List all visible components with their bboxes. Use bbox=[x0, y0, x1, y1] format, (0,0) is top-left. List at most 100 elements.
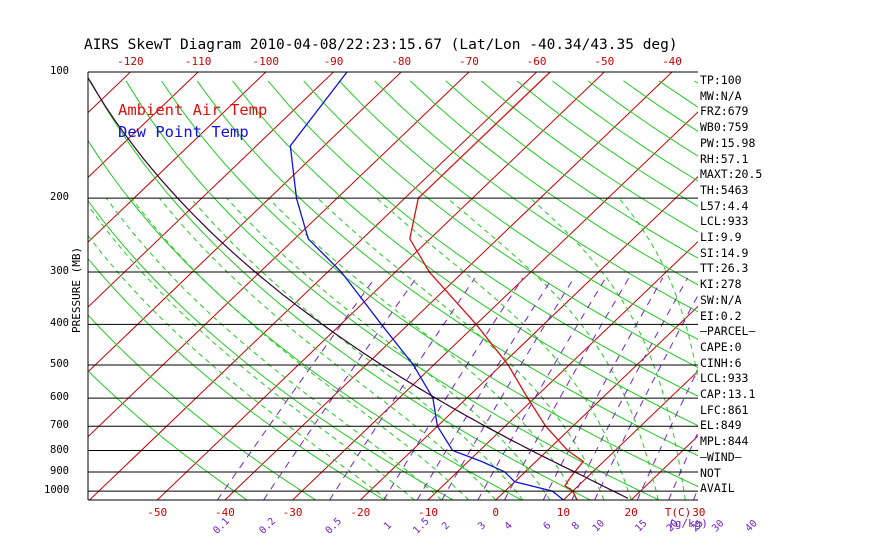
mixing-ratio-tick-label: 3 bbox=[476, 520, 488, 532]
stability-index-row: TH:5463 bbox=[700, 182, 749, 197]
isotherm-line bbox=[359, 176, 698, 500]
bottom-temp-tick-label: -30 bbox=[283, 506, 303, 519]
moist-adiabat-line bbox=[88, 234, 388, 500]
moist-adiabat-line bbox=[159, 197, 497, 500]
dry-adiabat-line bbox=[374, 80, 698, 313]
mixing-ratio-tick-label: 0.5 bbox=[324, 516, 345, 537]
stability-index-row: WB0:759 bbox=[700, 120, 749, 135]
mixing-ratio-line bbox=[542, 277, 664, 500]
stability-index-row: SI:14.9 bbox=[700, 245, 749, 260]
top-temp-tick-label: -70 bbox=[459, 55, 479, 68]
dry-adiabat-line bbox=[232, 80, 698, 427]
moist-adiabat-line bbox=[226, 197, 551, 500]
dry-adiabat-line bbox=[303, 80, 698, 369]
isotherm-line bbox=[0, 72, 63, 500]
dry-adiabat-line bbox=[196, 80, 698, 457]
top-temp-tick-label: -40 bbox=[662, 55, 682, 68]
mixing-ratio-tick-label: 0.1 bbox=[211, 516, 232, 537]
stability-index-row: L57:4.4 bbox=[700, 198, 749, 213]
bottom-temp-tick-label: 30 bbox=[692, 506, 705, 519]
pressure-tick-label: 400 bbox=[50, 317, 69, 330]
moist-adiabat-line bbox=[105, 197, 442, 500]
isotherm-line bbox=[88, 72, 470, 438]
moist-adiabat-line bbox=[268, 197, 578, 500]
background-lines bbox=[0, 72, 870, 500]
bottom-temp-tick-label: 0 bbox=[492, 506, 499, 519]
pressure-tick-label: 1000 bbox=[44, 484, 70, 497]
stability-index-row: RH:57.1 bbox=[700, 151, 749, 166]
mixing-ratio-line bbox=[441, 277, 575, 500]
temp-unit-label: T(C) bbox=[665, 506, 692, 519]
dry-adiabat-line bbox=[338, 80, 698, 340]
moist-adiabat-line bbox=[88, 204, 415, 500]
isotherm-line bbox=[427, 240, 698, 500]
mixing-ratio-tick-label: 15 bbox=[633, 518, 649, 534]
stability-index-row: TP:100 bbox=[700, 73, 742, 87]
bottom-temp-tick-label: -50 bbox=[147, 506, 167, 519]
mixing-ratio-line bbox=[329, 277, 476, 500]
pressure-tick-label: 100 bbox=[50, 65, 69, 77]
mixing-ratio-tick-label: 6 bbox=[542, 520, 554, 532]
y-axis-title: PRESSURE (MB) bbox=[70, 246, 83, 333]
mixing-ratio-tick-label: 0.2 bbox=[258, 516, 279, 537]
pressure-tick-label: 500 bbox=[50, 357, 69, 370]
isotherm-line bbox=[495, 305, 698, 500]
isotherm-line bbox=[292, 111, 698, 500]
stability-index-row: NOT bbox=[700, 465, 721, 480]
mixing-ratio-unit-label: (g/kg) bbox=[668, 517, 708, 530]
moist-adiabat-line bbox=[376, 197, 632, 500]
moist-adiabat-line bbox=[317, 197, 605, 500]
top-temp-tick-label: -50 bbox=[594, 55, 614, 68]
top-temp-tick-label: -100 bbox=[253, 55, 280, 68]
stability-index-row: CAPE:0 bbox=[700, 339, 742, 354]
mixing-ratio-tick-label: 30 bbox=[710, 518, 726, 534]
stability-index-row: MW:N/A bbox=[700, 88, 742, 103]
isotherm-line bbox=[224, 72, 673, 500]
dry-adiabat-line bbox=[88, 257, 385, 500]
dry-adiabat-line bbox=[516, 80, 698, 207]
bottom-temp-tick-label: -20 bbox=[350, 506, 370, 519]
stability-index-row: TT:26.3 bbox=[700, 261, 749, 276]
dry-adiabat-line bbox=[766, 81, 870, 500]
isotherm-line bbox=[767, 72, 870, 500]
stability-index-row: LCL:933 bbox=[700, 371, 749, 386]
stability-index-row: —PARCEL— bbox=[700, 324, 756, 339]
top-temp-tick-label: -110 bbox=[185, 55, 212, 68]
bottom-temp-tick-label: -10 bbox=[418, 506, 438, 519]
mixing-ratio-tick-label: 40 bbox=[743, 518, 759, 534]
chart-title: AIRS SkewT Diagram 2010-04-08/22:23:15.6… bbox=[84, 37, 678, 53]
dry-adiabat-line bbox=[90, 80, 591, 500]
mixing-ratio-line bbox=[263, 277, 417, 500]
stability-index-row: MPL:844 bbox=[700, 434, 749, 449]
isotherm-line bbox=[88, 72, 334, 308]
stability-index-row: SW:N/A bbox=[700, 292, 742, 307]
dry-adiabat-line bbox=[88, 199, 454, 500]
pressure-tick-label: 200 bbox=[50, 191, 69, 204]
pressure-tick-label: 300 bbox=[50, 264, 69, 277]
stability-index-row: —WIND— bbox=[700, 449, 742, 464]
stability-index-row: KI:278 bbox=[700, 277, 742, 292]
moist-adiabat-line bbox=[131, 197, 469, 500]
moist-adiabat-line bbox=[765, 198, 771, 500]
stability-index-row: EI:0.2 bbox=[700, 308, 742, 323]
pressure-tick-label: 800 bbox=[50, 443, 69, 456]
isotherm-line bbox=[156, 72, 605, 500]
mixing-ratio-tick-label: 1 bbox=[382, 520, 394, 532]
bottom-temp-tick-label: 10 bbox=[557, 506, 570, 519]
stability-index-row: AVAIL bbox=[700, 481, 735, 496]
stability-index-row: CINH:6 bbox=[700, 355, 742, 370]
mixing-ratio-tick-label: 2 bbox=[440, 520, 452, 532]
mixing-ratio-line bbox=[571, 277, 689, 500]
pressure-tick-label: 900 bbox=[50, 464, 69, 477]
bottom-temp-tick-label: -40 bbox=[215, 506, 235, 519]
pressure-tick-label: 700 bbox=[50, 419, 69, 432]
top-temp-tick-label: -60 bbox=[527, 55, 547, 68]
dry-adiabat-line bbox=[88, 370, 248, 500]
mixing-ratio-tick-label: 4 bbox=[503, 520, 515, 532]
plot-frame bbox=[87, 71, 698, 501]
dry-adiabat-line bbox=[445, 80, 698, 259]
stability-index-row: CAP:13.1 bbox=[700, 387, 756, 401]
mixing-ratio-line bbox=[216, 277, 376, 500]
mixing-ratio-line bbox=[477, 277, 607, 500]
